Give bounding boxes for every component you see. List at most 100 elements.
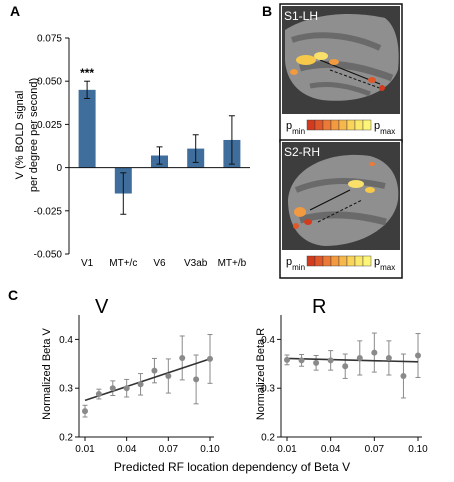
x-tick-label: V3ab — [184, 258, 208, 269]
activation-blob — [290, 69, 298, 75]
brain-label-top: S1-LH — [284, 9, 318, 23]
shared-xlabel: Predicted RF location dependency of Beta… — [114, 460, 350, 474]
data-point — [371, 349, 378, 356]
activation-blob — [369, 162, 375, 166]
bar-chart-ylabel-line1: V (% BOLD signal — [14, 91, 26, 180]
p-max-label: pmax — [374, 256, 395, 272]
x-tick-label: 0.01 — [277, 444, 297, 455]
panel-letter-a: A — [10, 3, 20, 19]
activation-blob — [329, 59, 339, 65]
x-tick-label: MT+/b — [218, 258, 247, 269]
y-tick-label: 0.4 — [59, 335, 73, 346]
bar-v1 — [78, 89, 96, 168]
data-point — [95, 391, 102, 398]
x-tick-label: V6 — [153, 258, 166, 269]
y-tick-label: 0.2 — [261, 433, 275, 444]
x-tick-label: 0.04 — [321, 444, 341, 455]
data-point — [298, 357, 305, 364]
p-max-letter: p — [374, 256, 380, 268]
colorbar-swatch — [354, 119, 364, 131]
data-point — [284, 356, 290, 363]
colorbar-swatch — [330, 255, 340, 267]
colorbar-swatch — [314, 255, 324, 267]
colorbar-swatch — [306, 255, 316, 267]
p-min-label: pmin — [286, 256, 305, 272]
y-tick-label: 0.050 — [37, 77, 62, 88]
activation-blob — [314, 52, 328, 60]
data-point — [123, 385, 130, 392]
x-tick-label: 0.01 — [75, 444, 95, 455]
p-max-subscript: max — [380, 263, 395, 272]
sulcus-bottom-2 — [298, 211, 387, 226]
boundary-line-bottom-2 — [317, 199, 363, 223]
data-point — [82, 408, 88, 415]
y-tick-label: 0.4 — [261, 335, 275, 346]
activation-blob — [379, 85, 385, 91]
x-tick-label: V1 — [81, 258, 94, 269]
p-min-letter: p — [286, 120, 292, 132]
colorbar-swatch — [362, 119, 372, 131]
colorbar-bottom: pmin pmax — [286, 255, 395, 272]
data-point — [415, 352, 421, 359]
y-tick-label: -0.025 — [34, 206, 63, 217]
x-tick-label: 0.10 — [200, 444, 220, 455]
data-point — [385, 354, 392, 361]
colorbar-swatch — [346, 255, 356, 267]
x-tick-label: MT+/c — [109, 258, 137, 269]
sulcus-bottom-1 — [294, 178, 386, 193]
y-tick-label: 0.3 — [261, 384, 275, 395]
cortex-surface-bottom — [288, 154, 399, 246]
colorbar-swatch — [338, 119, 348, 131]
data-point — [193, 376, 200, 383]
y-tick-label: 0.3 — [59, 384, 73, 395]
colorbar-swatch — [338, 255, 348, 267]
y-tick-label: -0.050 — [34, 250, 63, 261]
colorbar-swatch — [354, 255, 364, 267]
scatter-r-ylabel: Normalized Beta R — [255, 328, 267, 420]
y-tick-label: 0 — [56, 163, 62, 174]
data-point — [342, 363, 349, 370]
bar-chart-a: V (% BOLD signal per degree per second) … — [14, 34, 250, 269]
colorbar-swatch — [346, 119, 356, 131]
sulcus-top-2 — [299, 60, 394, 82]
colorbar-swatch — [306, 119, 316, 131]
data-point — [109, 385, 116, 392]
p-max-letter: p — [374, 120, 380, 132]
colorbar-top: pmin pmax — [286, 119, 395, 136]
boundary-line-bottom-1 — [309, 189, 351, 211]
p-max-label: pmax — [374, 120, 395, 136]
data-point — [151, 367, 158, 374]
x-tick-label: 0.07 — [365, 444, 385, 455]
sulcus-top-1 — [291, 32, 382, 51]
brain-map-s2-rh: S2-RH pmin pmax — [279, 139, 403, 279]
x-tick-label: 0.10 — [408, 444, 428, 455]
colorbar-swatch — [322, 119, 332, 131]
y-tick-label: 0.025 — [37, 120, 62, 131]
data-point — [313, 359, 320, 366]
p-min-label: pmin — [286, 120, 305, 136]
colorbar-swatch — [362, 255, 372, 267]
colorbar-swatch — [322, 255, 332, 267]
p-min-letter: p — [286, 256, 292, 268]
activation-blob — [348, 180, 364, 188]
fit-line — [286, 357, 419, 363]
activation-blob — [365, 187, 375, 193]
p-max-subscript: max — [380, 127, 395, 136]
bar-chart-ylabel-line2: per degree per second) — [28, 78, 40, 192]
x-tick-label: 0.07 — [159, 444, 179, 455]
scatter-v-title: V — [95, 296, 109, 318]
x-tick-label: 0.04 — [117, 444, 137, 455]
data-point — [400, 373, 407, 379]
data-point — [137, 381, 144, 388]
scatter-chart-v: V Normalized Beta V 0.4 0.3 0.20.01 0.04 0.0… — [41, 296, 220, 455]
panel-letter-b: B — [262, 3, 272, 19]
scatter-v-ylabel: Normalized Beta V — [41, 327, 53, 419]
colorbar-swatch — [314, 119, 324, 131]
brain-label-bottom: S2-RH — [284, 145, 320, 159]
data-point — [356, 354, 363, 361]
data-point — [207, 355, 213, 362]
scatter-r-title: R — [312, 296, 326, 318]
colorbar-swatch — [330, 119, 340, 131]
brain-map-s1-lh: S1-LH pmin pmax — [279, 3, 403, 143]
y-tick-label: 0.2 — [59, 433, 73, 444]
